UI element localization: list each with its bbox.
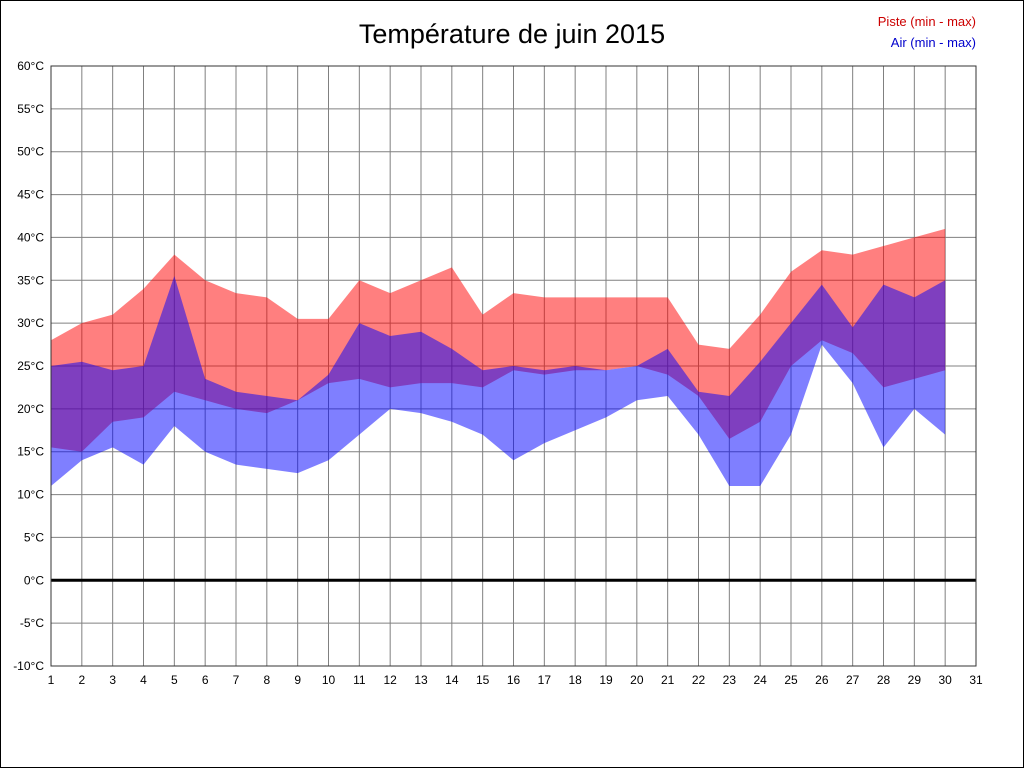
svg-text:30°C: 30°C	[17, 316, 44, 330]
svg-text:27: 27	[846, 673, 860, 687]
svg-text:13: 13	[414, 673, 428, 687]
svg-text:25°C: 25°C	[17, 359, 44, 373]
svg-text:31: 31	[969, 673, 983, 687]
svg-text:21: 21	[661, 673, 675, 687]
legend-air: Air (min - max)	[890, 35, 976, 50]
svg-text:2: 2	[78, 673, 85, 687]
svg-text:22: 22	[692, 673, 706, 687]
svg-text:16: 16	[507, 673, 521, 687]
svg-text:11: 11	[353, 673, 366, 687]
chart-title: Température de juin 2015	[358, 19, 666, 49]
svg-text:4: 4	[140, 673, 147, 687]
svg-text:45°C: 45°C	[17, 188, 44, 202]
svg-text:10: 10	[322, 673, 336, 687]
svg-text:19: 19	[599, 673, 613, 687]
svg-text:23: 23	[723, 673, 737, 687]
legend-piste: Piste (min - max)	[877, 14, 976, 29]
svg-text:10°C: 10°C	[17, 488, 44, 502]
svg-text:29: 29	[908, 673, 922, 687]
svg-text:8: 8	[263, 673, 270, 687]
svg-text:-10°C: -10°C	[13, 659, 44, 673]
svg-text:18: 18	[568, 673, 582, 687]
svg-text:7: 7	[233, 673, 240, 687]
svg-text:5°C: 5°C	[24, 530, 44, 544]
svg-text:20°C: 20°C	[17, 402, 44, 416]
svg-text:15: 15	[476, 673, 490, 687]
svg-text:12: 12	[383, 673, 397, 687]
svg-text:0°C: 0°C	[24, 573, 44, 587]
svg-text:6: 6	[202, 673, 209, 687]
svg-text:24: 24	[753, 673, 767, 687]
chart-legend: Piste (min - max) Air (min - max)	[878, 11, 976, 53]
svg-text:50°C: 50°C	[17, 145, 44, 159]
svg-text:35°C: 35°C	[17, 273, 44, 287]
svg-text:30: 30	[938, 673, 952, 687]
svg-text:9: 9	[294, 673, 301, 687]
svg-text:60°C: 60°C	[17, 59, 44, 73]
svg-text:3: 3	[109, 673, 116, 687]
svg-text:26: 26	[815, 673, 829, 687]
svg-text:40°C: 40°C	[17, 230, 44, 244]
svg-text:15°C: 15°C	[17, 445, 44, 459]
svg-text:14: 14	[445, 673, 459, 687]
svg-text:-5°C: -5°C	[20, 616, 44, 630]
svg-text:1: 1	[48, 673, 55, 687]
svg-text:5: 5	[171, 673, 178, 687]
svg-text:55°C: 55°C	[17, 102, 44, 116]
svg-text:17: 17	[538, 673, 552, 687]
svg-text:25: 25	[784, 673, 798, 687]
svg-text:20: 20	[630, 673, 644, 687]
svg-text:28: 28	[877, 673, 891, 687]
